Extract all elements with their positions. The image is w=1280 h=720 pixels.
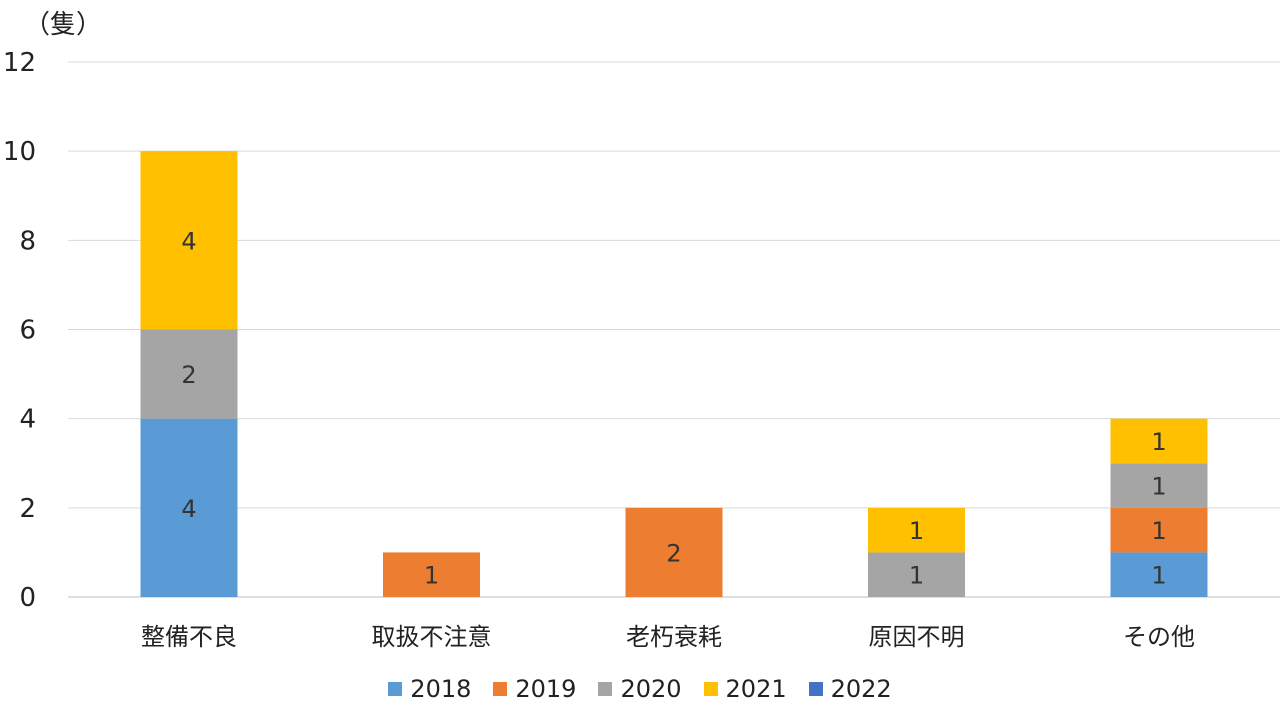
legend-label: 2019 — [515, 675, 577, 703]
data-label: 1 — [1151, 428, 1166, 456]
legend-swatch — [493, 682, 508, 696]
legend-item: 2022 — [808, 675, 892, 703]
x-tick-label: 原因不明 — [869, 623, 965, 651]
x-tick-label: 老朽衰耗 — [626, 623, 722, 651]
legend-swatch — [388, 682, 403, 696]
y-tick-label: 4 — [19, 405, 36, 435]
legend-item: 2019 — [493, 675, 576, 703]
bar-segment — [625, 507, 723, 597]
y-tick-label: 6 — [19, 316, 36, 346]
legend-item: 2020 — [598, 675, 682, 703]
bar-segment — [383, 552, 480, 597]
bar-segment — [140, 151, 238, 330]
bar-segment — [868, 552, 965, 597]
bar-segment — [140, 418, 238, 597]
legend-swatch — [598, 682, 613, 696]
y-axis-unit-label: （隻） — [24, 10, 103, 40]
legend-label: 2020 — [620, 675, 682, 703]
legend-item: 2021 — [703, 675, 787, 703]
data-label: 4 — [181, 495, 196, 523]
data-label: 1 — [1151, 517, 1166, 545]
legend-swatch — [703, 682, 718, 696]
data-label: 2 — [181, 361, 196, 389]
legend-label: 2022 — [830, 675, 892, 703]
y-tick-label: 12 — [3, 48, 36, 78]
y-tick-label: 8 — [19, 226, 36, 256]
legend-label: 2021 — [725, 675, 787, 703]
legend-item: 2018 — [388, 675, 471, 703]
bar-segment — [1110, 418, 1208, 464]
data-label: 1 — [909, 517, 924, 545]
data-label: 2 — [666, 539, 681, 567]
y-tick-label: 0 — [19, 583, 36, 613]
x-tick-label: その他 — [1123, 623, 1195, 651]
legend: 2018 2019 2020 2021 2022 — [0, 674, 1280, 704]
data-label: 1 — [909, 562, 924, 590]
bar-segment — [140, 329, 238, 419]
bar-segment — [868, 507, 965, 553]
bar-segment — [1110, 463, 1208, 508]
data-label: 1 — [1151, 562, 1166, 590]
legend-swatch — [808, 682, 823, 696]
x-tick-label: 取扱不注意 — [372, 623, 492, 651]
data-label: 1 — [424, 562, 439, 590]
data-label: 1 — [1151, 473, 1166, 501]
data-label: 4 — [181, 227, 196, 255]
y-tick-label: 2 — [19, 494, 36, 524]
legend-label: 2018 — [410, 675, 472, 703]
bar-segment — [1110, 552, 1208, 597]
x-tick-label: 整備不良 — [141, 623, 237, 651]
bar-segment — [1110, 507, 1208, 553]
y-tick-label: 10 — [3, 137, 36, 167]
